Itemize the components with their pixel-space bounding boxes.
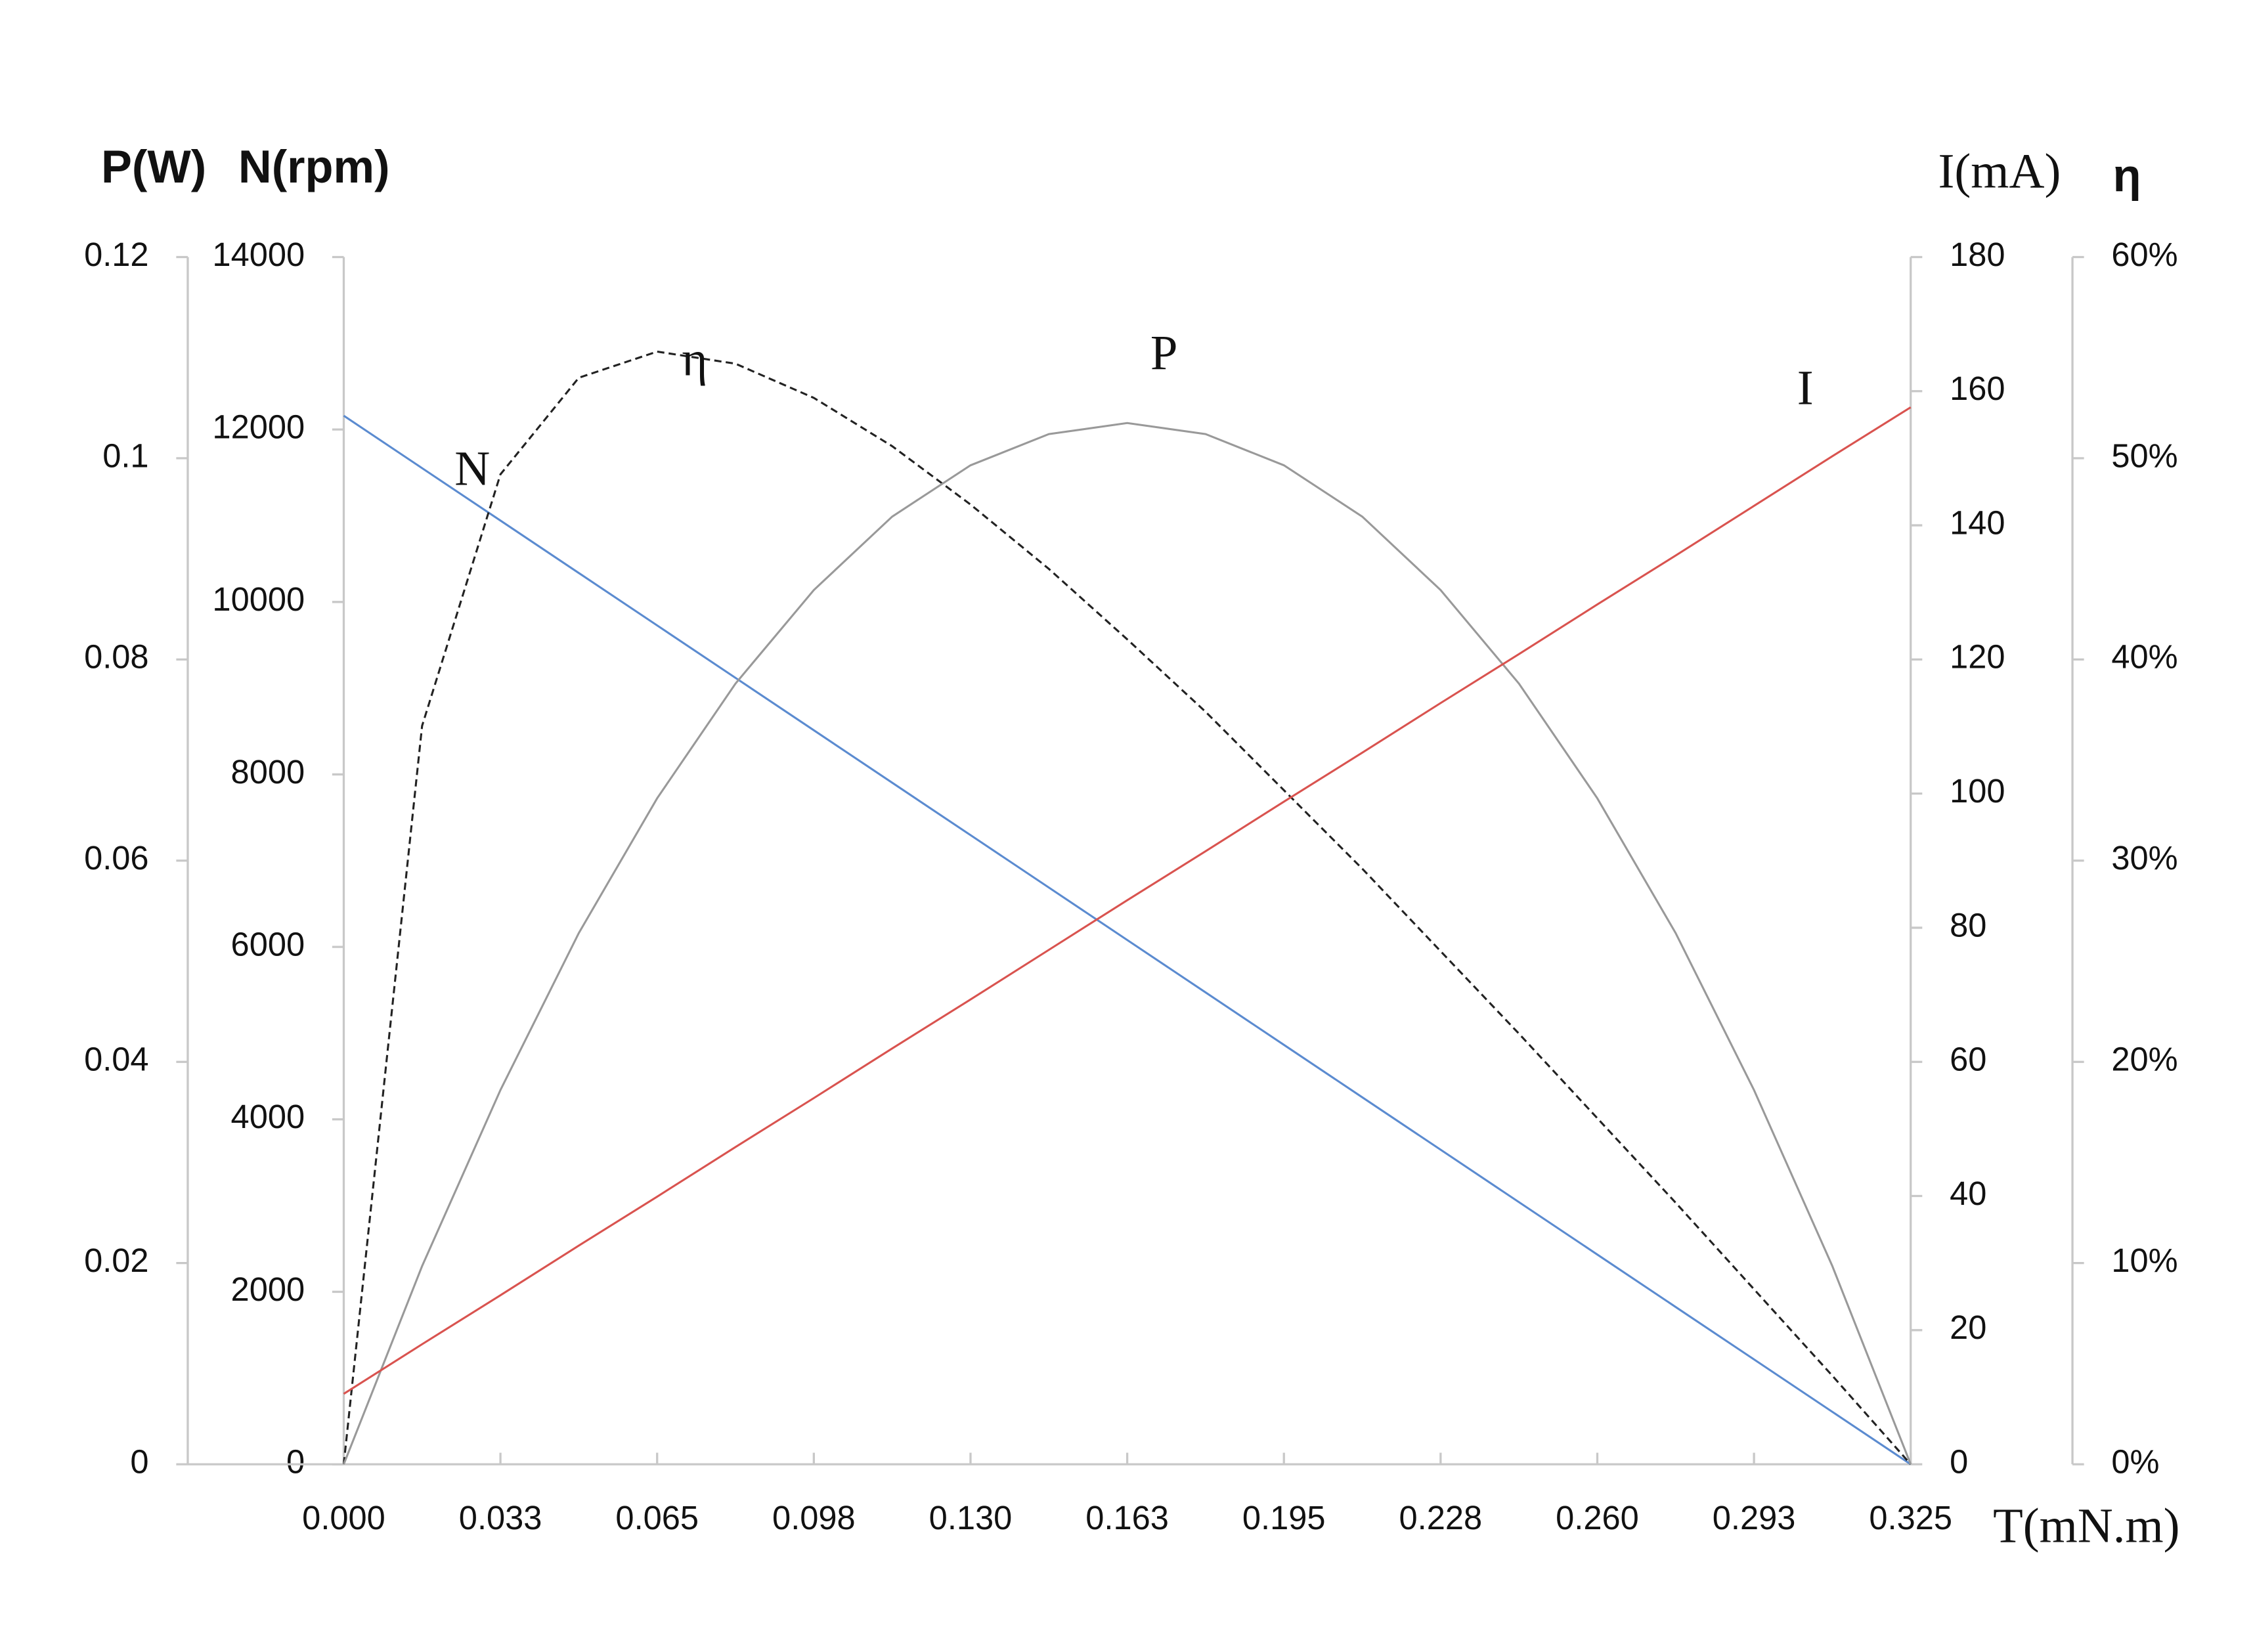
series-line bbox=[343, 406, 1912, 1395]
y2-tick-label: 14000 bbox=[212, 236, 305, 273]
x-axis-label: T(mN.m) bbox=[1993, 1498, 2179, 1553]
y-tick-label: 0.06 bbox=[84, 839, 148, 877]
y4-tick-label: 30% bbox=[2111, 839, 2177, 877]
y4-tick-label: 20% bbox=[2111, 1041, 2177, 1078]
series-line bbox=[343, 422, 1912, 1465]
y2-tick-label: 10000 bbox=[212, 580, 305, 618]
y-tick-label: 0.1 bbox=[102, 437, 148, 474]
y2-tick-label: 0 bbox=[286, 1443, 305, 1480]
y2-tick-label: 6000 bbox=[231, 925, 305, 963]
y4-tick-label: 10% bbox=[2111, 1242, 2177, 1279]
series-label: N bbox=[454, 442, 490, 496]
x-tick-label: 0.098 bbox=[772, 1499, 856, 1536]
x-tick-label: 0.228 bbox=[1399, 1499, 1483, 1536]
series-label: η bbox=[682, 332, 707, 386]
y3-tick-label: 180 bbox=[1950, 236, 2005, 273]
y3-tick-label: 20 bbox=[1950, 1309, 1986, 1346]
y3-tick-label: 120 bbox=[1950, 638, 2005, 676]
y-tick-label: 0.08 bbox=[84, 638, 148, 676]
y3-tick-label: 160 bbox=[1950, 370, 2005, 407]
y2-axis-label: N(rpm) bbox=[238, 141, 390, 192]
x-tick-label: 0.195 bbox=[1242, 1499, 1326, 1536]
x-tick-label: 0.260 bbox=[1556, 1499, 1639, 1536]
y4-tick-label: 40% bbox=[2111, 638, 2177, 676]
x-tick-label: 0.065 bbox=[615, 1499, 699, 1536]
y-tick-label: 0 bbox=[130, 1443, 148, 1480]
x-tick-label: 0.033 bbox=[459, 1499, 542, 1536]
y4-tick-label: 50% bbox=[2111, 437, 2177, 474]
x-tick-label: 0.325 bbox=[1869, 1499, 1952, 1536]
series-label: P bbox=[1150, 326, 1178, 381]
y3-axis-label: I(mA) bbox=[1938, 144, 2061, 198]
y3-tick-label: 140 bbox=[1950, 504, 2005, 541]
x-tick-label: 0.000 bbox=[302, 1499, 385, 1536]
y4-axis-label: η bbox=[2113, 149, 2141, 201]
y3-tick-label: 60 bbox=[1950, 1041, 1986, 1078]
y3-tick-label: 80 bbox=[1950, 906, 1986, 944]
x-tick-label: 0.163 bbox=[1085, 1499, 1169, 1536]
x-tick-label: 0.293 bbox=[1713, 1499, 1796, 1536]
series-label: I bbox=[1797, 360, 1814, 415]
y3-tick-label: 0 bbox=[1950, 1443, 1968, 1480]
series-line bbox=[343, 414, 1912, 1466]
y2-tick-label: 12000 bbox=[212, 408, 305, 445]
y3-tick-label: 100 bbox=[1950, 772, 2005, 810]
y3-tick-label: 40 bbox=[1950, 1175, 1986, 1212]
y-tick-label: 0.12 bbox=[84, 236, 148, 273]
y4-tick-label: 0% bbox=[2111, 1443, 2159, 1480]
series-line bbox=[342, 350, 1912, 1466]
y-tick-label: 0.04 bbox=[84, 1041, 148, 1078]
y2-tick-label: 8000 bbox=[231, 753, 305, 791]
x-tick-label: 0.130 bbox=[929, 1499, 1013, 1536]
y-tick-label: 0.02 bbox=[84, 1242, 148, 1279]
y4-tick-label: 60% bbox=[2111, 236, 2177, 273]
y2-tick-label: 4000 bbox=[231, 1098, 305, 1135]
y-axis-label: P(W) bbox=[101, 141, 206, 192]
y2-tick-label: 2000 bbox=[231, 1271, 305, 1308]
